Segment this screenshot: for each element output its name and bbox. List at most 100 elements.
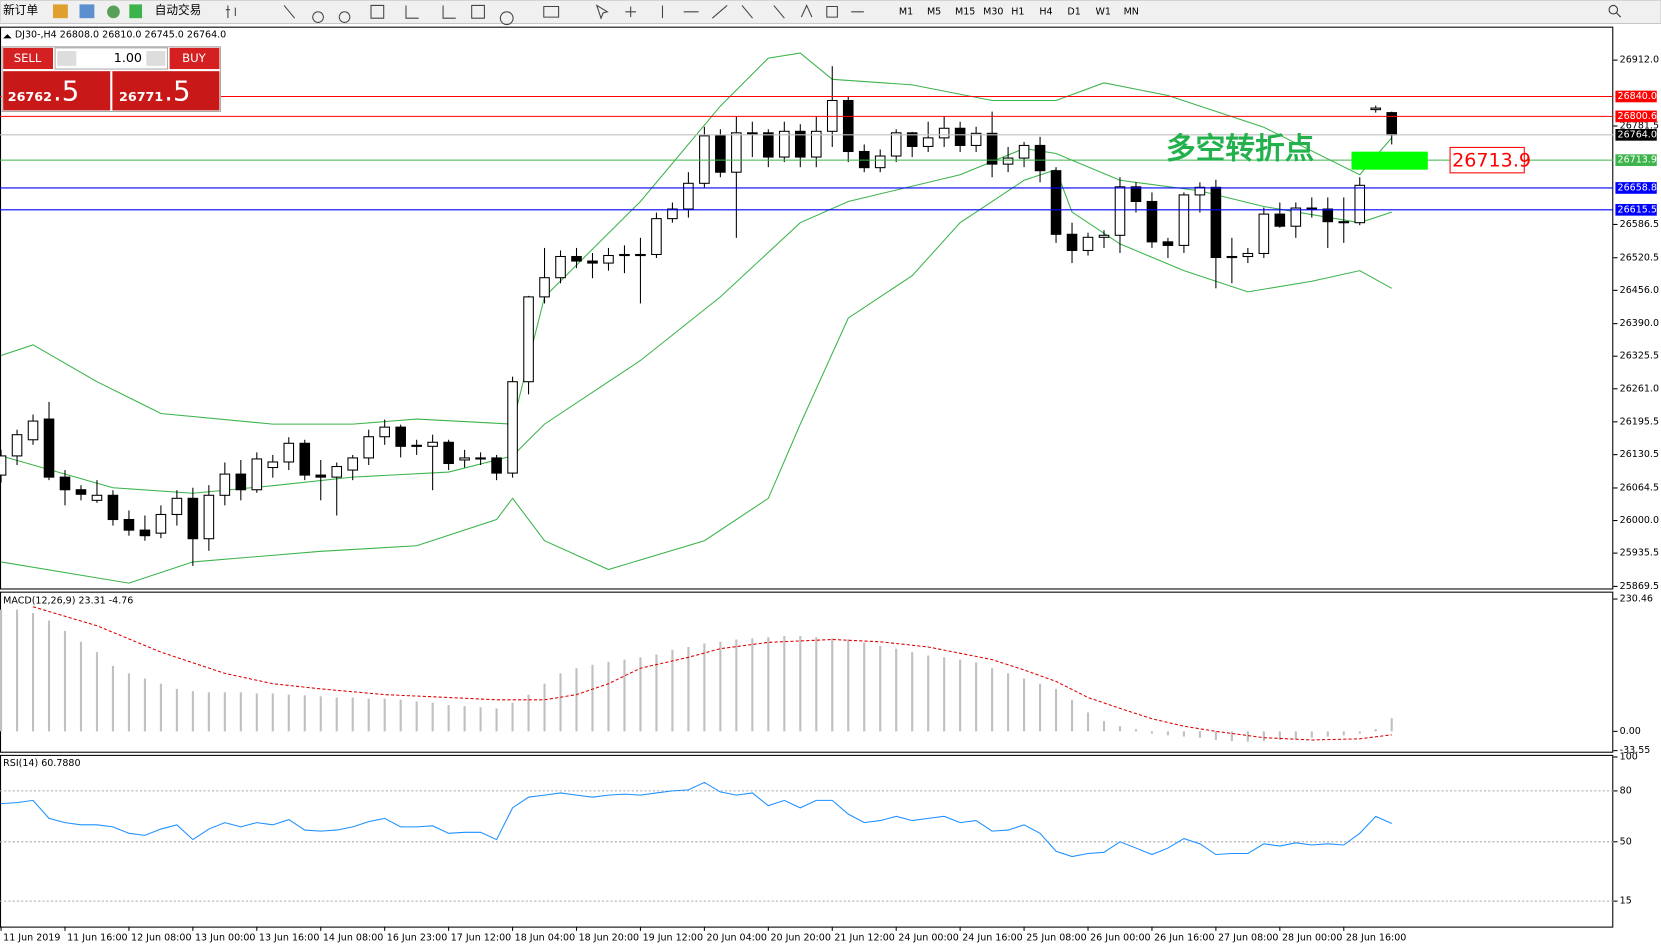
rsi-line (1, 781, 1392, 858)
toolbar-bg (0, 0, 1661, 25)
sell-price-pips[interactable]: .5 (53, 75, 79, 107)
candle-body (331, 465, 343, 478)
macd-bar (399, 699, 402, 732)
macd-bar (63, 630, 67, 732)
x-tick-label: 27 Jun 08:00 (1218, 933, 1278, 944)
candle-body (267, 461, 279, 469)
macd-bar (1054, 688, 1058, 732)
candle-body (1306, 207, 1318, 210)
macd-bar (783, 636, 786, 732)
plot: 26912.0 26781.5 26586.5 26520.5 26456.0 26390… (0, 52, 1659, 944)
period-button[interactable]: MN (1124, 6, 1139, 17)
macd-bar (127, 673, 130, 732)
bollinger-band (0, 52, 1393, 425)
candle-body (411, 444, 422, 447)
macd-bar (15, 609, 19, 732)
price-level-tag (1615, 110, 1657, 123)
candle-body (283, 442, 295, 463)
sell-price-box[interactable] (3, 71, 111, 111)
macd-bar (1150, 731, 1154, 734)
lot-down[interactable] (57, 51, 77, 66)
candle-body (587, 260, 598, 264)
macd-bar (655, 654, 658, 732)
y-tick-label: 26456.0 (1620, 285, 1659, 296)
candle-body (523, 296, 534, 383)
x-tick-label: 24 Jun 16:00 (962, 933, 1022, 944)
auto-trade-button[interactable]: 自动交易 (155, 3, 202, 17)
trade-panel: SELL 1.00 BUY 26762 .5 26771 .5 (1, 46, 222, 112)
search-icon[interactable] (1616, 12, 1622, 18)
y-tick-label: 26912.0 (1620, 55, 1659, 66)
candle-body (1178, 194, 1190, 246)
macd-bar (271, 693, 274, 732)
macd-bar (415, 701, 418, 732)
sell-label[interactable]: SELL (14, 51, 42, 65)
x-tick-label: 21 Jun 12:00 (834, 933, 894, 944)
buy-button[interactable] (169, 47, 220, 70)
sell-button[interactable] (3, 47, 53, 70)
macd-bar (511, 702, 514, 732)
macd-bar (1326, 731, 1329, 737)
macd-bar (335, 697, 338, 732)
period-button[interactable]: M5 (927, 6, 941, 17)
period-button[interactable]: H4 (1039, 6, 1052, 17)
search-icon[interactable] (1608, 4, 1619, 15)
candle-body (922, 137, 934, 147)
new-order-button[interactable]: 新订单 (3, 3, 38, 17)
lot-up[interactable] (146, 51, 166, 66)
toolbar: 新订单 自动交易 M1 M5 M15 M30 H1 H4 D1 W1 MN (0, 0, 1661, 25)
macd-bar (559, 673, 562, 732)
candle-body (315, 474, 327, 478)
candle-body (203, 494, 215, 540)
lot-input[interactable] (54, 47, 169, 70)
period-button[interactable]: M30 (983, 6, 1003, 17)
buy-label[interactable]: BUY (182, 51, 207, 65)
macd-bar (1166, 731, 1169, 736)
macd-bar (1390, 718, 1393, 732)
y-tick-label: 100 (1620, 751, 1638, 762)
collapse-icon[interactable] (3, 34, 12, 39)
main-panel (0, 26, 1614, 590)
macd-bar (719, 641, 722, 732)
sell-price[interactable]: 26762 (8, 89, 52, 104)
macd-bar (191, 691, 194, 732)
macd-bar (223, 692, 226, 732)
macd-bar (1374, 729, 1377, 732)
period-button[interactable]: W1 (1095, 6, 1110, 17)
candle-body (1194, 186, 1206, 196)
icon[interactable] (107, 5, 120, 19)
buy-price-pips[interactable]: .5 (164, 75, 190, 107)
x-tick-label: 13 Jun 00:00 (195, 933, 255, 944)
icon[interactable] (79, 4, 95, 19)
y-tick-label: 26064.5 (1620, 482, 1659, 493)
period-button[interactable]: M1 (899, 6, 913, 17)
buy-price[interactable]: 26771 (119, 89, 163, 104)
macd-bar (1086, 712, 1090, 732)
macd-bar (287, 694, 290, 732)
candle-body (1098, 234, 1110, 238)
candle-body (858, 150, 870, 169)
macd-bar (463, 706, 466, 732)
candle-body (91, 494, 103, 501)
period-button[interactable]: M15 (955, 6, 975, 17)
x-tick-label: 26 Jun 00:00 (1090, 933, 1150, 944)
icon[interactable] (52, 4, 68, 19)
macd-bar (1294, 731, 1297, 739)
macd-bar (1198, 731, 1201, 738)
period-button[interactable]: H1 (1011, 6, 1024, 17)
candle-body (842, 99, 854, 153)
tool-icons[interactable] (225, 4, 864, 25)
macd-bar (367, 698, 370, 732)
period-button[interactable]: D1 (1067, 6, 1080, 17)
buy-price-box[interactable] (112, 71, 220, 111)
y-tick-label: -33.55 (1620, 745, 1651, 756)
candle-body (1146, 200, 1158, 243)
candle-body (1002, 157, 1014, 165)
y-tick-label: 25869.5 (1620, 581, 1659, 592)
macd-bar (767, 637, 770, 732)
icon[interactable] (129, 4, 143, 19)
x-tick-label: 13 Jun 16:00 (259, 933, 319, 944)
macd-bar (527, 694, 530, 732)
lot-value[interactable]: 1.00 (114, 50, 142, 65)
candle-body (539, 277, 550, 298)
